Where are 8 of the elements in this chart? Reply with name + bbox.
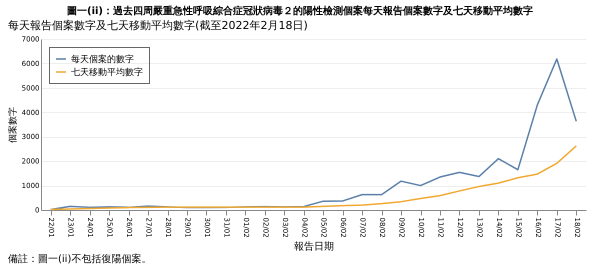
legend-label: 每天個案的數字 [71,54,134,65]
text: 備註：圖一(ii)不包括復陽個案。 [8,252,152,266]
line-series [50,145,578,210]
y-axis-title: 個案數字 [8,107,19,143]
chart-title: 圖一(ii)：過去四周嚴重急性呼吸綜合症冠狀病毒２的陽性檢測個案每天報告個案數字及七天移動平均數字 [66,4,534,18]
chart-subtitle: 每天報告個案數字及七天移動平均數字(截至2022年2月18日) [8,19,308,32]
x-axis-title: 報告日期 [294,240,334,253]
legend-label: 七天移動平均數字 [71,67,143,78]
